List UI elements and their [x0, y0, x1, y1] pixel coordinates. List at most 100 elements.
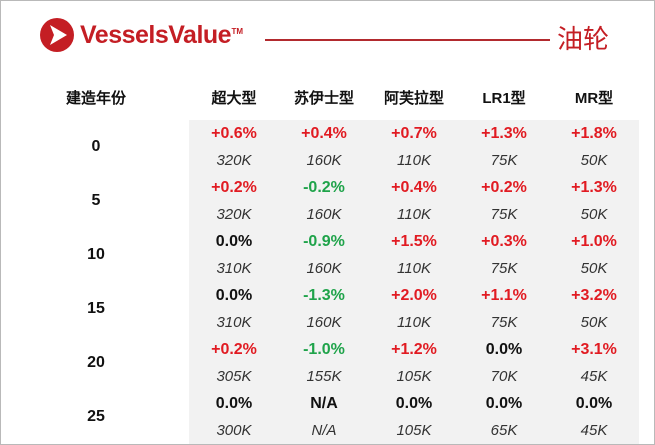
vessel-value: 110K	[397, 260, 431, 277]
build-year-label: 25	[87, 408, 105, 425]
column-header-lr1: LR1型	[482, 90, 526, 107]
percent-change: 0.0%	[395, 395, 433, 412]
percent-change: -0.9%	[303, 233, 345, 250]
percent-change: +0.4%	[391, 179, 437, 196]
percent-change: -0.2%	[303, 179, 345, 196]
table-cell: +2.0% 110K	[369, 282, 459, 336]
table-row: 0 +0.6% 320K +0.4% 160K +0.7% 110K +1.3% 75K +1.8…	[1, 120, 655, 174]
table-cell: +0.7% 110K	[369, 120, 459, 174]
table-cell: -0.2% 160K	[279, 174, 369, 228]
table-cell: +3.1% 45K	[549, 336, 639, 390]
vessel-value: 75K	[490, 260, 518, 277]
vessel-value: 105K	[396, 368, 432, 385]
percent-change: -1.0%	[303, 341, 345, 358]
table-cell: 0.0% 70K	[459, 336, 549, 390]
table-cell: +0.2% 75K	[459, 174, 549, 228]
percent-change: 0.0%	[215, 233, 253, 250]
table-cell: +1.2% 105K	[369, 336, 459, 390]
table-cell: +1.8% 50K	[549, 120, 639, 174]
vesselsvalue-logo-icon	[40, 18, 74, 52]
column-header-vlcc: 超大型	[211, 90, 257, 107]
trademark-mark: TM	[231, 27, 244, 36]
vessel-value: 75K	[490, 206, 518, 223]
percent-change: +1.5%	[391, 233, 437, 250]
vessel-value: 50K	[580, 314, 608, 331]
percent-change: +1.3%	[571, 179, 617, 196]
percent-change: +0.2%	[481, 179, 527, 196]
vessel-value: 160K	[306, 152, 342, 169]
percent-change: +0.7%	[391, 125, 437, 142]
table-cell: +0.4% 110K	[369, 174, 459, 228]
table-cell: +0.6% 320K	[189, 120, 279, 174]
table-cell: +0.4% 160K	[279, 120, 369, 174]
percent-change: +2.0%	[391, 287, 437, 304]
table-cell: 0.0% 65K	[459, 390, 549, 444]
table-row: 5 +0.2% 320K -0.2% 160K +0.4% 110K +0.2% 75K +1.3…	[1, 174, 655, 228]
percent-change: +3.1%	[571, 341, 617, 358]
table-cell: +1.1% 75K	[459, 282, 549, 336]
vessel-value: 45K	[580, 368, 608, 385]
vessel-value: 310K	[216, 314, 252, 331]
percent-change: +0.6%	[211, 125, 257, 142]
percent-change: +1.0%	[571, 233, 617, 250]
percent-change: +0.2%	[211, 179, 257, 196]
vessel-value: 160K	[306, 314, 342, 331]
percent-change: +1.3%	[481, 125, 527, 142]
table-cell: +0.2% 320K	[189, 174, 279, 228]
percent-change: 0.0%	[215, 287, 253, 304]
percent-change: +1.1%	[481, 287, 527, 304]
percent-change: +1.2%	[391, 341, 437, 358]
vessel-value: 160K	[306, 260, 342, 277]
vessel-value: 45K	[580, 422, 608, 439]
build-year-label: 0	[91, 138, 101, 155]
percent-change: N/A	[310, 395, 338, 412]
vessel-value: 50K	[580, 260, 608, 277]
table-cell: +1.3% 75K	[459, 120, 549, 174]
column-header-aframax: 阿芙拉型	[383, 90, 444, 107]
brand-logo: VesselsValue TM	[40, 18, 243, 52]
table-cell: 0.0% 300K	[189, 390, 279, 444]
brand-name: VesselsValue TM	[80, 18, 243, 52]
column-header-suezmax: 苏伊士型	[293, 90, 354, 107]
vessel-value: 320K	[216, 206, 252, 223]
vessel-value: 110K	[397, 206, 431, 223]
build-year-label: 15	[87, 300, 105, 317]
table-row: 25 0.0% 300K N/A N/A 0.0% 105K 0.0% 65K 0.0% 45K	[1, 390, 655, 444]
table-cell: -1.3% 160K	[279, 282, 369, 336]
percent-change: 0.0%	[215, 395, 253, 412]
vessel-value: 110K	[397, 314, 431, 331]
table-cell: 0.0% 310K	[189, 282, 279, 336]
table-cell: +1.5% 110K	[369, 228, 459, 282]
build-year-label: 5	[91, 192, 101, 209]
vessel-value: 75K	[490, 152, 518, 169]
table-cell: -0.9% 160K	[279, 228, 369, 282]
page-title: 油轮	[557, 25, 610, 55]
table-cell: 0.0% 45K	[549, 390, 639, 444]
percent-change: +3.2%	[571, 287, 617, 304]
vessel-value: 105K	[396, 422, 432, 439]
vessel-value: 155K	[306, 368, 342, 385]
column-header-mr: MR型	[574, 90, 614, 107]
percent-change: 0.0%	[575, 395, 613, 412]
table-cell: N/A N/A	[279, 390, 369, 444]
percent-change: -1.3%	[303, 287, 345, 304]
percent-change: 0.0%	[485, 395, 523, 412]
percent-change: +0.4%	[301, 125, 347, 142]
table-row: 20 +0.2% 305K -1.0% 155K +1.2% 105K 0.0% 70K +3.1…	[1, 336, 655, 390]
table-cell: +3.2% 50K	[549, 282, 639, 336]
table-row: 15 0.0% 310K -1.3% 160K +2.0% 110K +1.1% 75K +3.2…	[1, 282, 655, 336]
vessel-value: 305K	[216, 368, 252, 385]
table-cell: 0.0% 105K	[369, 390, 459, 444]
vessel-value: 75K	[490, 314, 518, 331]
vessel-value: 300K	[216, 422, 252, 439]
percent-change: +1.8%	[571, 125, 617, 142]
vessel-value: 310K	[216, 260, 252, 277]
header-divider	[265, 39, 550, 41]
vessel-value: 50K	[580, 152, 608, 169]
table-cell: +1.3% 50K	[549, 174, 639, 228]
vessel-value: 70K	[490, 368, 518, 385]
vessel-value: 320K	[216, 152, 252, 169]
percent-change: 0.0%	[485, 341, 523, 358]
table-cell: +0.3% 75K	[459, 228, 549, 282]
